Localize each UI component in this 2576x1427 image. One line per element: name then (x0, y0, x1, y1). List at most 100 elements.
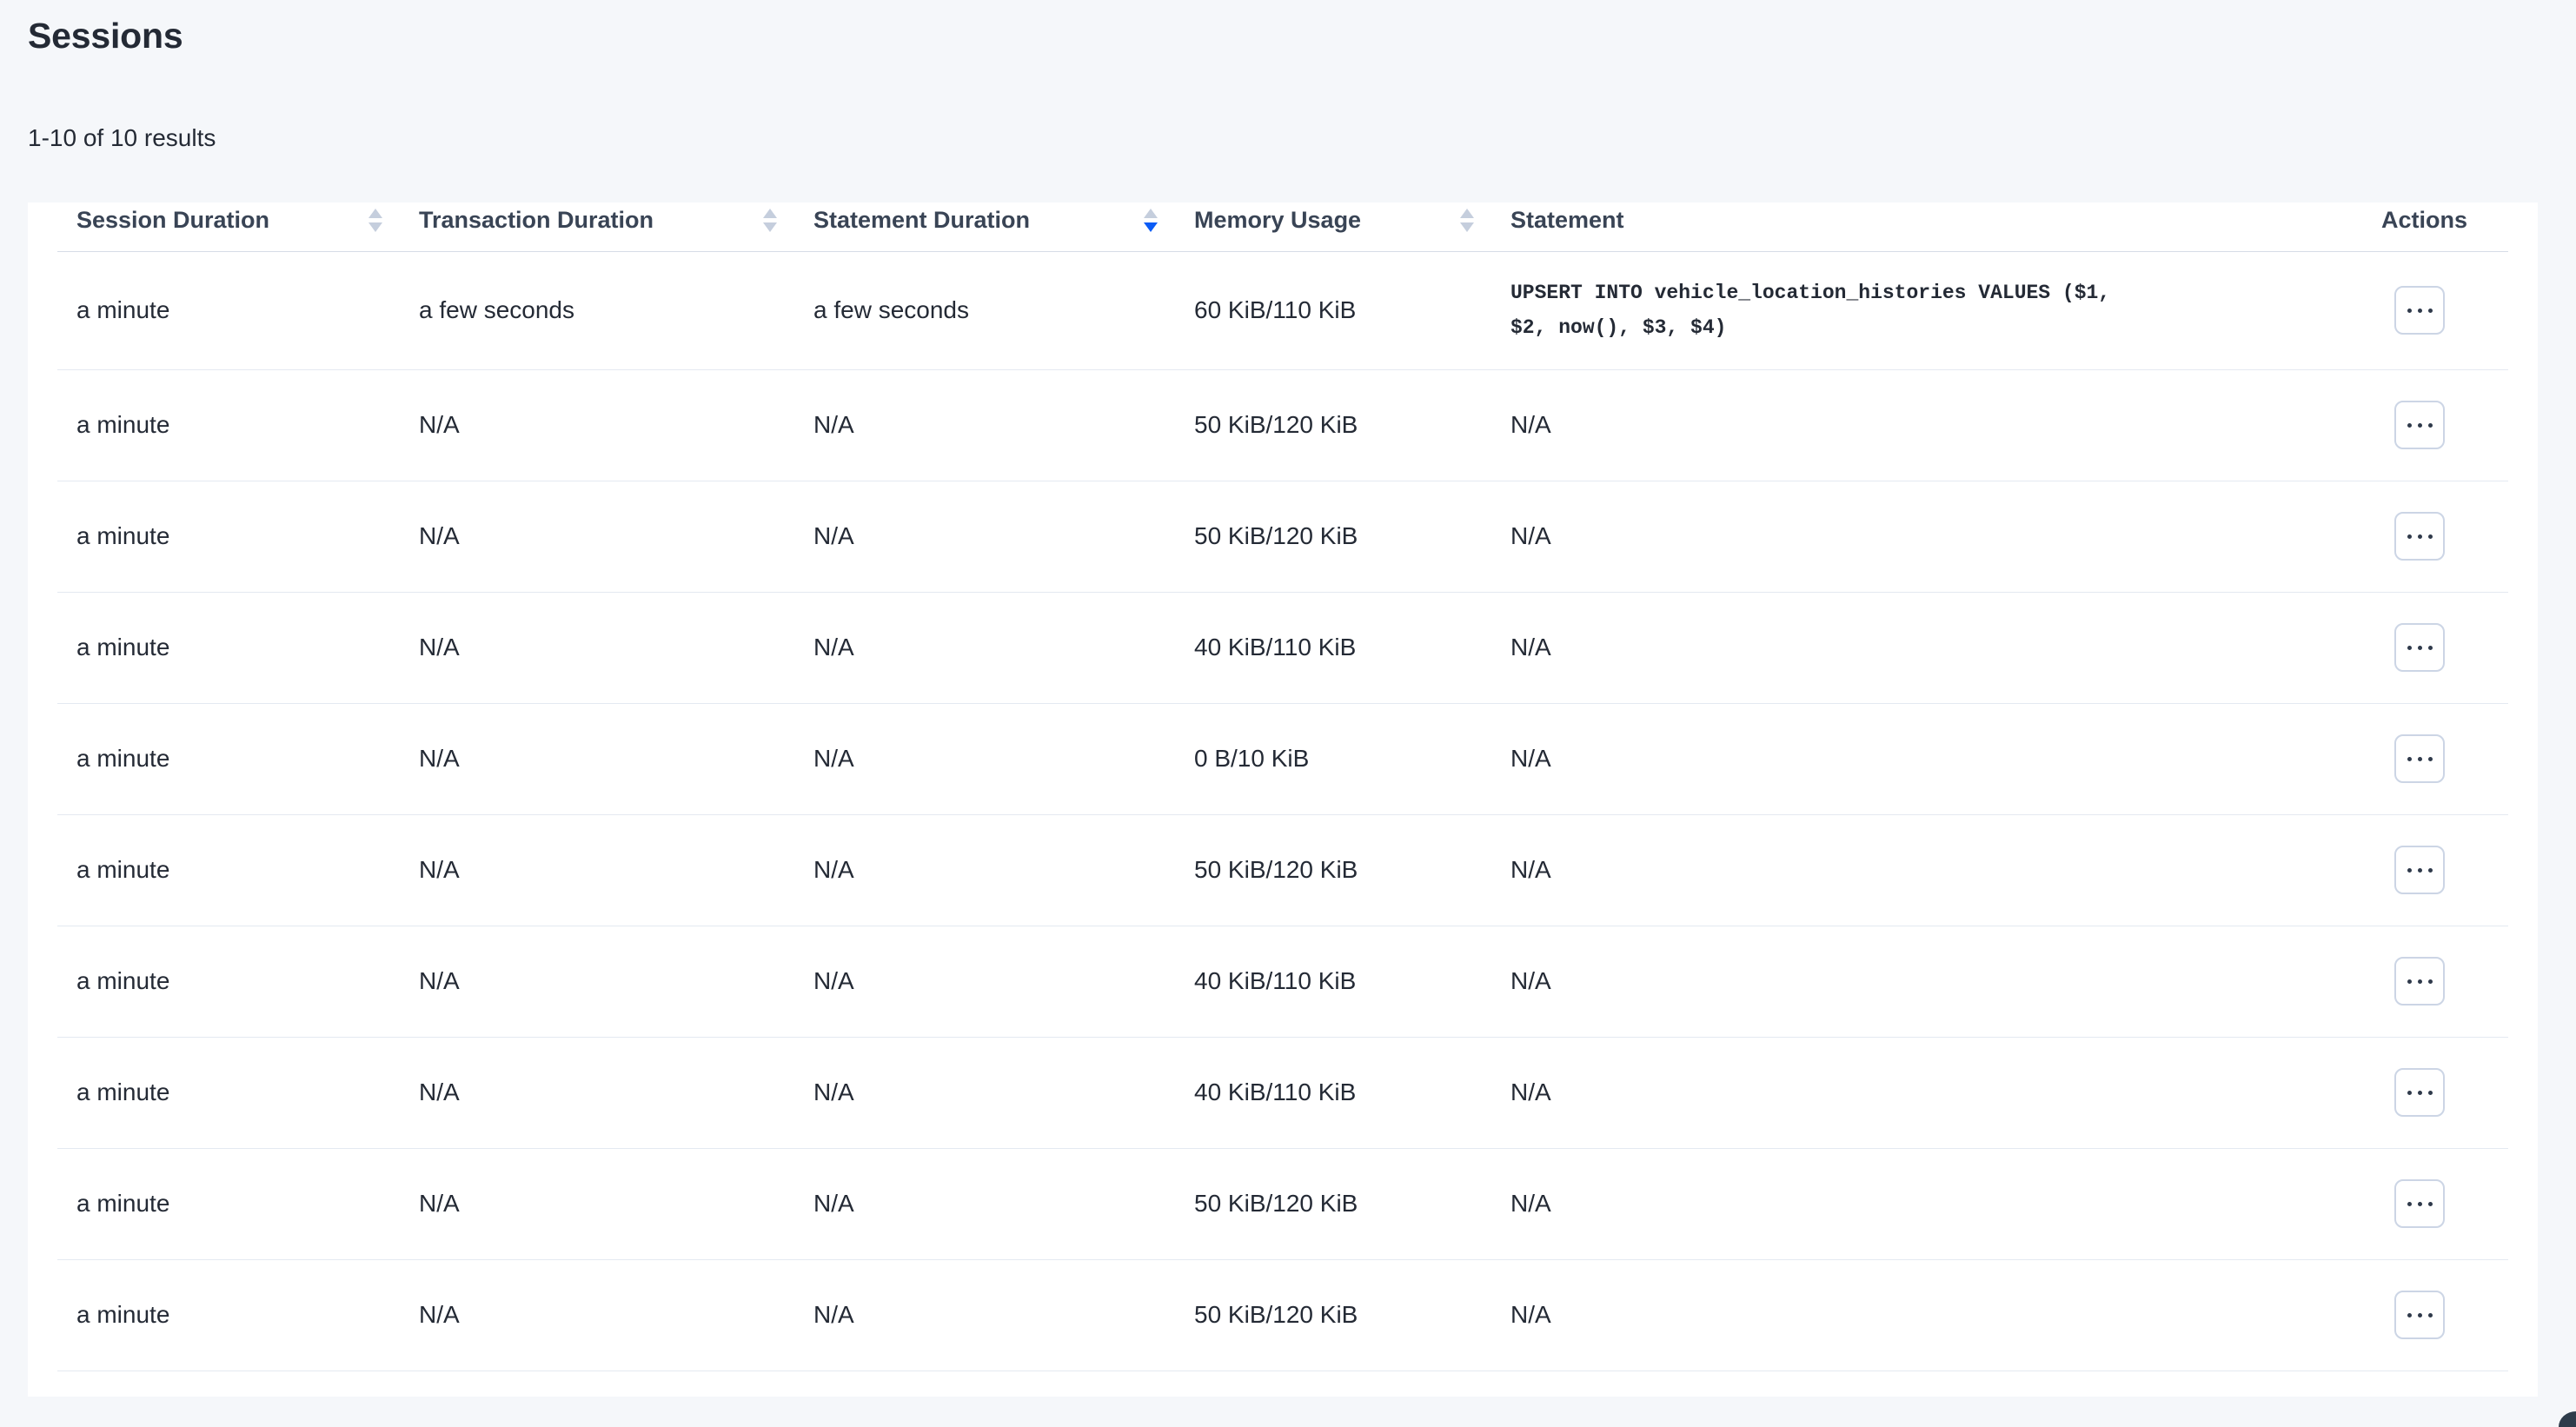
page-title: Sessions (28, 16, 183, 56)
table-row: a minute N/A N/A 50 KiB/120 KiB N/A (57, 814, 2508, 926)
cell-memory-usage: 50 KiB/120 KiB (1175, 369, 1491, 481)
session-actions-button[interactable] (2394, 1179, 2445, 1228)
column-label: Actions (2381, 207, 2468, 234)
cell-memory-usage: 50 KiB/120 KiB (1175, 1259, 1491, 1371)
cell-actions (2362, 251, 2508, 370)
column-label: Transaction Duration (419, 207, 654, 234)
cell-memory-usage: 50 KiB/120 KiB (1175, 814, 1491, 926)
cell-memory-usage: 40 KiB/110 KiB (1175, 592, 1491, 704)
session-actions-button[interactable] (2394, 286, 2445, 335)
cell-statement-duration: N/A (794, 1037, 1175, 1149)
cell-actions (2362, 814, 2508, 926)
column-label: Statement Duration (813, 207, 1031, 234)
cell-actions (2362, 1148, 2508, 1260)
table-row: a minute N/A N/A 50 KiB/120 KiB N/A (57, 1259, 2508, 1371)
table-row: a minute N/A N/A 40 KiB/110 KiB N/A (57, 926, 2508, 1038)
cell-actions (2362, 1037, 2508, 1149)
cell-statement-duration: N/A (794, 1148, 1175, 1260)
cell-transaction-duration: N/A (400, 1148, 794, 1260)
ellipsis-icon (2404, 1090, 2435, 1095)
column-header-session-duration[interactable]: Session Duration (57, 202, 400, 252)
cell-memory-usage: 40 KiB/110 KiB (1175, 926, 1491, 1038)
ellipsis-icon (2404, 756, 2435, 761)
cell-statement-duration: N/A (794, 814, 1175, 926)
column-label: Memory Usage (1194, 207, 1362, 234)
cell-session-duration: a minute (57, 592, 400, 704)
cell-transaction-duration: N/A (400, 703, 794, 815)
sort-icon[interactable] (1460, 209, 1474, 233)
sessions-table-card: Session Duration Transaction Duration (28, 202, 2538, 1397)
sort-icon-active-desc[interactable] (1144, 209, 1158, 233)
cell-statement-duration: N/A (794, 592, 1175, 704)
cell-transaction-duration: N/A (400, 481, 794, 593)
column-label: Statement (1510, 207, 1624, 234)
cell-actions (2362, 703, 2508, 815)
session-actions-button[interactable] (2394, 1291, 2445, 1339)
cell-transaction-duration: N/A (400, 592, 794, 704)
table-row: a minute N/A N/A 50 KiB/120 KiB N/A (57, 1148, 2508, 1260)
cell-statement: N/A (1491, 814, 2362, 926)
sort-icon[interactable] (763, 209, 777, 233)
cell-actions (2362, 926, 2508, 1038)
session-actions-button[interactable] (2394, 734, 2445, 783)
results-count: 1-10 of 10 results (28, 124, 216, 151)
table-row: a minute N/A N/A 50 KiB/120 KiB N/A (57, 481, 2508, 593)
cell-statement: N/A (1491, 1148, 2362, 1260)
cell-memory-usage: 0 B/10 KiB (1175, 703, 1491, 815)
column-label: Session Duration (76, 207, 270, 234)
session-actions-button[interactable] (2394, 623, 2445, 672)
session-actions-button[interactable] (2394, 957, 2445, 1006)
cell-statement: N/A (1491, 703, 2362, 815)
cell-session-duration: a minute (57, 1259, 400, 1371)
cell-transaction-duration: N/A (400, 369, 794, 481)
ellipsis-icon (2404, 1201, 2435, 1206)
cell-memory-usage: 60 KiB/110 KiB (1175, 251, 1491, 370)
sessions-page: Sessions 1-10 of 10 results Session Dura… (28, 16, 2538, 1397)
ellipsis-icon (2404, 534, 2435, 539)
table-row: a minute N/A N/A 40 KiB/110 KiB N/A (57, 592, 2508, 704)
cell-session-duration: a minute (57, 703, 400, 815)
session-actions-button[interactable] (2394, 401, 2445, 449)
cell-session-duration: a minute (57, 481, 400, 593)
cell-session-duration: a minute (57, 369, 400, 481)
column-header-statement: Statement (1491, 202, 2362, 252)
table-row: a minute a few seconds a few seconds 60 … (57, 251, 2508, 370)
cell-session-duration: a minute (57, 1037, 400, 1149)
cell-actions (2362, 1259, 2508, 1371)
cell-actions (2362, 592, 2508, 704)
ellipsis-icon (2404, 308, 2435, 313)
cell-statement-duration: N/A (794, 481, 1175, 593)
cell-actions (2362, 481, 2508, 593)
cell-statement-duration: N/A (794, 703, 1175, 815)
cell-session-duration: a minute (57, 1148, 400, 1260)
cell-actions (2362, 369, 2508, 481)
ellipsis-icon (2404, 979, 2435, 984)
cell-memory-usage: 40 KiB/110 KiB (1175, 1037, 1491, 1149)
cell-statement-duration: a few seconds (794, 251, 1175, 370)
column-header-transaction-duration[interactable]: Transaction Duration (400, 202, 794, 252)
cell-statement: N/A (1491, 369, 2362, 481)
cell-session-duration: a minute (57, 251, 400, 370)
ellipsis-icon (2404, 422, 2435, 428)
cell-statement: N/A (1491, 592, 2362, 704)
session-actions-button[interactable] (2394, 1068, 2445, 1117)
table-row: a minute N/A N/A 0 B/10 KiB N/A (57, 703, 2508, 815)
cell-transaction-duration: a few seconds (400, 251, 794, 370)
column-header-statement-duration[interactable]: Statement Duration (794, 202, 1175, 252)
column-header-memory-usage[interactable]: Memory Usage (1175, 202, 1491, 252)
session-actions-button[interactable] (2394, 512, 2445, 561)
ellipsis-icon (2404, 645, 2435, 650)
cell-statement: N/A (1491, 926, 2362, 1038)
sort-icon[interactable] (368, 209, 382, 233)
cell-session-duration: a minute (57, 926, 400, 1038)
corner-resize-artifact (2559, 1411, 2576, 1427)
cell-transaction-duration: N/A (400, 814, 794, 926)
table-row: a minute N/A N/A 40 KiB/110 KiB N/A (57, 1037, 2508, 1149)
ellipsis-icon (2404, 1312, 2435, 1317)
cell-transaction-duration: N/A (400, 1259, 794, 1371)
cell-statement-duration: N/A (794, 1259, 1175, 1371)
cell-transaction-duration: N/A (400, 1037, 794, 1149)
column-header-actions: Actions (2362, 202, 2508, 252)
cell-statement: N/A (1491, 1037, 2362, 1149)
session-actions-button[interactable] (2394, 846, 2445, 894)
